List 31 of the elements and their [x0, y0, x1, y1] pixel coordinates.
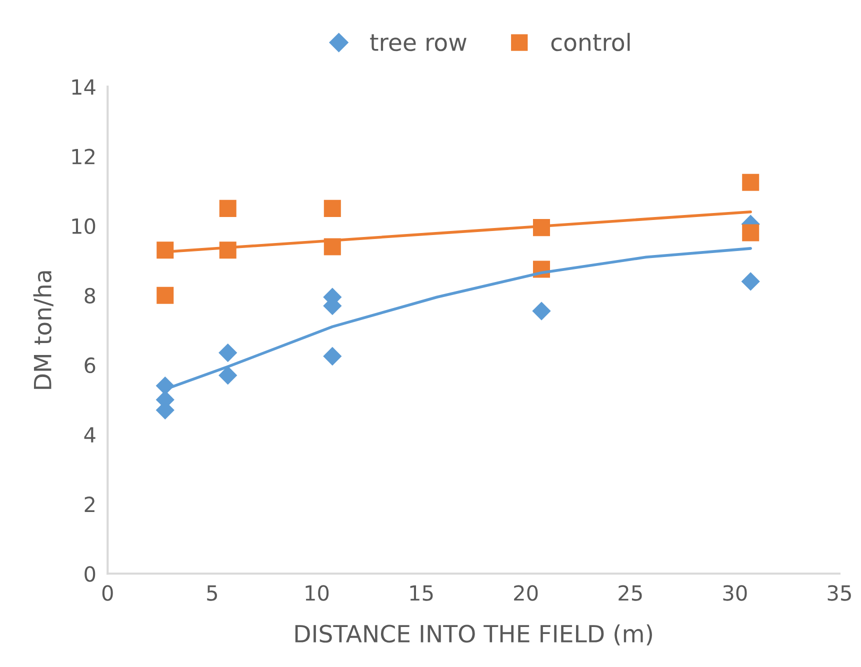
- point: [219, 200, 236, 217]
- y-tick-label: 12: [72, 148, 94, 164]
- x-tick-label: 35: [828, 585, 851, 601]
- x-tick-label: 30: [723, 585, 747, 601]
- legend-label: tree row: [370, 34, 466, 52]
- point: [323, 346, 342, 366]
- y-tick-label: 6: [84, 357, 96, 374]
- y-tick-label: 14: [72, 79, 96, 95]
- y-tick-label: 8: [84, 288, 96, 304]
- x-tick-label: 15: [410, 585, 433, 601]
- point: [218, 366, 238, 385]
- point: [324, 200, 341, 217]
- point: [532, 302, 551, 320]
- point: [156, 242, 174, 259]
- point: [742, 174, 760, 191]
- y-tick-label: 2: [84, 496, 94, 512]
- y-tick-label: 10: [72, 218, 96, 234]
- x-tick-label: 10: [306, 585, 329, 601]
- x-tick-label: 25: [618, 585, 642, 601]
- point: [156, 286, 174, 304]
- point: [741, 272, 760, 291]
- point: [218, 343, 238, 362]
- y-tick-label: 0: [84, 566, 96, 582]
- x-tick-label: 20: [514, 585, 538, 601]
- x-axis-title: DISTANCE INTO THE FIELD (m): [295, 624, 652, 646]
- y-axis-title: DM ton/ha: [33, 271, 54, 389]
- y-tick-label: 4: [84, 427, 96, 442]
- point: [742, 224, 760, 242]
- legend-label: control: [551, 32, 630, 52]
- x-tick-label: 5: [207, 585, 217, 601]
- x-tick-label: 0: [102, 585, 113, 601]
